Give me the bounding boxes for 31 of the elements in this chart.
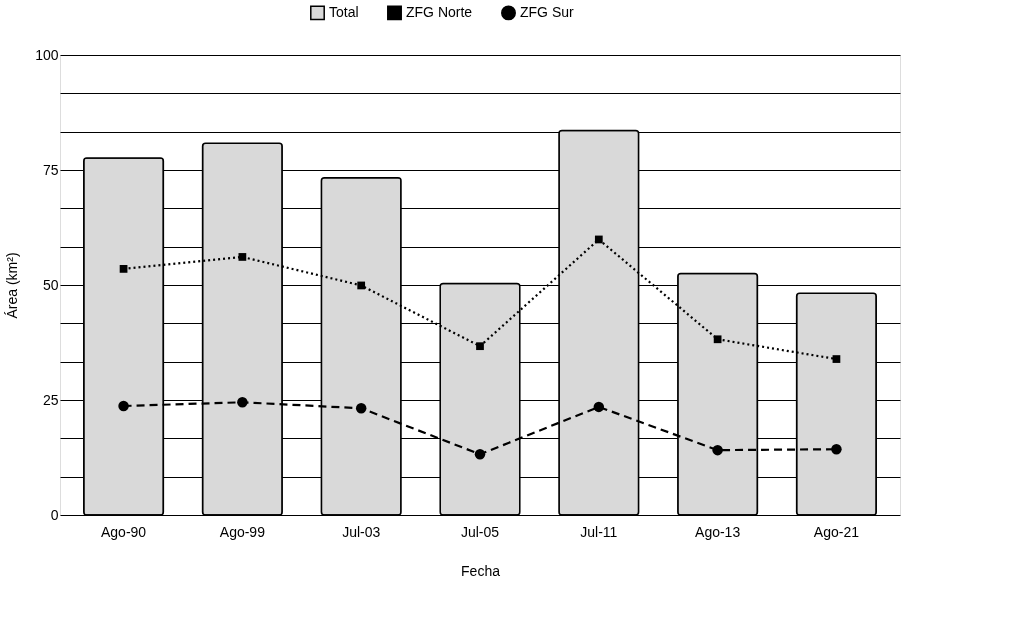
point — [594, 235, 603, 244]
point — [119, 265, 128, 273]
x-tick-label: Ago-90 — [100, 523, 147, 540]
x-tick-label: Ago-21 — [813, 523, 860, 540]
point — [237, 397, 248, 408]
x-tick-label: Ago-13 — [695, 523, 741, 540]
x-tick-label: Jul-05 — [460, 523, 500, 540]
y-tick-label: 50 — [42, 276, 59, 293]
y-tick-label: 100 — [35, 46, 59, 63]
point — [357, 281, 366, 290]
y-tick-label: 0 — [50, 506, 59, 523]
point — [713, 335, 722, 344]
point — [238, 253, 247, 261]
x-tick-label: Jul-03 — [342, 523, 381, 540]
x-axis-title: Fecha — [461, 562, 501, 579]
y-tick-label: 75 — [42, 161, 59, 178]
point — [118, 400, 129, 412]
legend-label: Total — [329, 3, 359, 20]
x-tick-label: Jul-11 — [580, 523, 618, 540]
point — [832, 355, 841, 363]
point — [831, 443, 842, 455]
y-axis-title: Área (km²) — [4, 252, 21, 319]
point — [712, 444, 723, 456]
legend-label: ZFG Norte — [406, 3, 473, 20]
point — [355, 403, 367, 414]
y-tick-label: 25 — [42, 391, 59, 408]
point — [476, 342, 484, 351]
legend-label: ZFG Sur — [520, 3, 575, 20]
point — [593, 401, 605, 413]
x-tick-label: Ago-99 — [219, 523, 266, 540]
point — [474, 449, 486, 460]
